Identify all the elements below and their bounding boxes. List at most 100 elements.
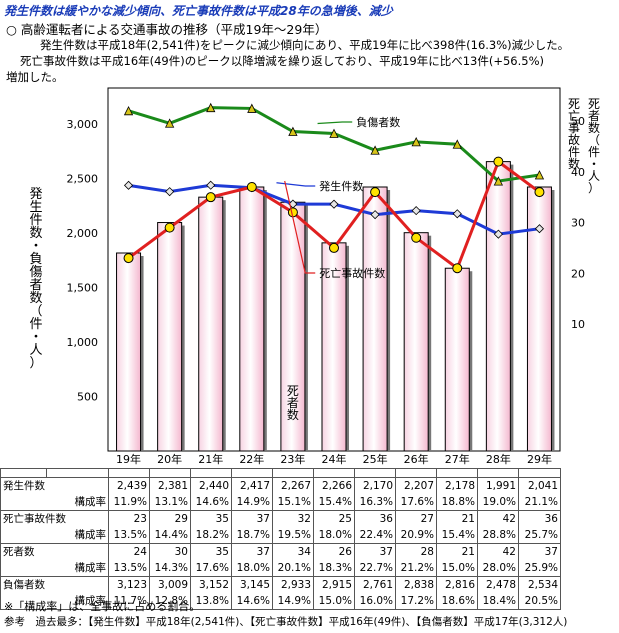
series-point xyxy=(123,180,134,190)
series-point xyxy=(247,103,257,113)
ratio-cell: 13.5% xyxy=(108,560,150,577)
ratio-cell: 14.6% xyxy=(190,494,232,511)
y-left-axis-label-char: 者 xyxy=(29,278,42,293)
ratio-cell: 18.7% xyxy=(231,527,273,544)
y-right-axis-label-deaths-char: 者 xyxy=(588,109,600,123)
series-point xyxy=(206,180,216,190)
y-right-axis-label-deaths-char: 死 xyxy=(588,97,600,111)
y-left-tick-label: 2,500 xyxy=(67,173,99,186)
ratio-cell: 19.5% xyxy=(272,527,314,544)
table-row-ratio: 構成率 13.5% 14.3% 17.6% 18.0% 20.1% 18.3% 22.7% 21… xyxy=(0,560,561,577)
bar-deaths xyxy=(280,201,306,452)
bars-layer xyxy=(116,161,555,452)
y-right-axis-label-deaths-char: （ xyxy=(588,133,600,147)
ratio-cell: 28.8% xyxy=(477,527,519,544)
y-left-axis-label-char: 発 xyxy=(29,187,42,202)
table-spacer-cell xyxy=(108,468,150,478)
series-point xyxy=(370,210,380,220)
table-row-ratio: 構成率 11.9% 13.1% 14.6% 14.9% 15.1% 15.4% 16.3% 17… xyxy=(0,494,561,511)
value-cell: 37 xyxy=(231,543,273,560)
value-cell: 2,915 xyxy=(313,576,355,593)
ratio-cell: 16.3% xyxy=(354,494,396,511)
series-point xyxy=(411,206,421,216)
ratio-cell: 25.9% xyxy=(518,560,561,577)
value-cell: 29 xyxy=(149,510,191,527)
chart: 5001,0001,5002,0002,5003,000発生件数・負傷者数（件・… xyxy=(29,87,600,466)
x-tick-label: 25年 xyxy=(363,452,388,466)
value-cell: 21 xyxy=(436,510,478,527)
value-cell: 3,009 xyxy=(149,576,191,593)
bar-deaths xyxy=(321,242,347,452)
bar-deaths xyxy=(157,222,183,452)
ratio-cell: 18.0% xyxy=(231,560,273,577)
y-right-tick-label: 10 xyxy=(571,318,585,331)
ratio-cell: 18.2% xyxy=(190,527,232,544)
ratio-spacer xyxy=(0,527,47,544)
ratio-cell: 18.4% xyxy=(477,593,519,610)
bar-deaths xyxy=(403,232,429,452)
y-left-axis-label-char: 負 xyxy=(29,252,42,267)
value-cell: 2,933 xyxy=(272,576,314,593)
row-label: 死者数 xyxy=(0,543,109,560)
y-left-axis-label-char: 生 xyxy=(29,200,42,215)
value-cell: 3,145 xyxy=(231,576,273,593)
value-cell: 42 xyxy=(477,510,519,527)
value-cell: 2,170 xyxy=(354,477,396,494)
series-point xyxy=(165,187,175,197)
value-cell: 2,761 xyxy=(354,576,396,593)
label-deaths-char: 死 xyxy=(287,384,299,398)
x-tick-label: 24年 xyxy=(322,452,347,466)
value-cell: 25 xyxy=(313,510,355,527)
value-cell: 2,041 xyxy=(518,477,561,494)
series-point xyxy=(205,192,216,203)
table-spacer-cell xyxy=(477,468,519,478)
y-right-tick-label: 40 xyxy=(571,166,585,179)
table-spacer-row xyxy=(0,468,561,478)
series-point xyxy=(493,176,504,186)
ratio-cell: 15.0% xyxy=(313,593,355,610)
series-point xyxy=(534,224,545,234)
value-cell: 24 xyxy=(108,543,150,560)
series-point xyxy=(329,242,339,253)
ratio-cell: 16.0% xyxy=(354,593,396,610)
y-right-axis-label-fatal-char: 件 xyxy=(568,145,580,159)
ratio-label: 構成率 xyxy=(46,527,109,544)
table-spacer-cell xyxy=(149,468,191,478)
value-cell: 2,381 xyxy=(149,477,191,494)
ratio-cell: 20.9% xyxy=(395,527,437,544)
ratio-spacer xyxy=(0,494,47,511)
series-point xyxy=(452,209,462,219)
value-cell: 37 xyxy=(231,510,273,527)
x-tick-label: 29年 xyxy=(527,452,552,466)
label-deaths-char: 数 xyxy=(287,407,299,422)
y-left-axis: 5001,0001,5002,0002,5003,000発生件数・負傷者数（件・… xyxy=(29,118,98,403)
y-right-axis-label-deaths-char: ） xyxy=(588,181,600,195)
ratio-cell: 22.4% xyxy=(354,527,396,544)
series-point xyxy=(411,136,421,147)
ratio-cell: 20.1% xyxy=(272,560,314,577)
value-cell: 3,152 xyxy=(190,576,232,593)
ratio-cell: 11.9% xyxy=(108,494,150,511)
table-row-ratio: 構成率 13.5% 14.4% 18.2% 18.7% 19.5% 18.0% 22.4% 20… xyxy=(0,527,561,544)
y-left-tick-label: 500 xyxy=(77,391,98,404)
table-spacer-cell xyxy=(0,468,47,478)
row-label: 負傷者数 xyxy=(0,576,109,593)
y-left-axis-label-char: 数 xyxy=(29,226,42,241)
label-injured: 負傷者数 xyxy=(356,115,400,129)
ratio-cell: 21.2% xyxy=(395,560,437,577)
table-spacer-cell xyxy=(518,468,561,478)
series-point xyxy=(411,232,422,243)
label-accidents: 発生件数 xyxy=(319,179,363,193)
bar-deaths xyxy=(485,161,511,452)
section-title: ○ 高齢運転者による交通事故の推移（平成19年～29年） xyxy=(6,22,328,37)
x-tick-label: 28年 xyxy=(486,452,511,466)
ratio-cell: 14.9% xyxy=(272,593,314,610)
ratio-cell: 20.5% xyxy=(518,593,561,610)
ratio-cell: 15.4% xyxy=(436,527,478,544)
ratio-cell: 19.0% xyxy=(477,494,519,511)
value-cell: 2,838 xyxy=(395,576,437,593)
x-tick-label: 22年 xyxy=(239,452,264,466)
x-tick-label: 26年 xyxy=(404,452,429,466)
value-cell: 2,178 xyxy=(436,477,478,494)
value-cell: 32 xyxy=(272,510,314,527)
